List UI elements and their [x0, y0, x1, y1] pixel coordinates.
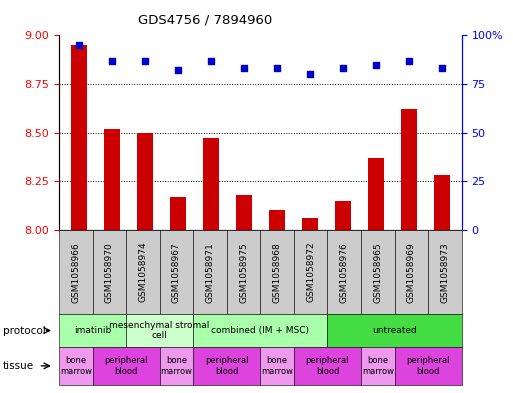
Text: peripheral
blood: peripheral blood — [406, 356, 450, 376]
Bar — [334, 201, 351, 230]
Bar — [203, 138, 219, 230]
Text: GSM1058968: GSM1058968 — [272, 242, 282, 303]
Text: peripheral
blood: peripheral blood — [306, 356, 349, 376]
Text: GSM1058971: GSM1058971 — [206, 242, 214, 303]
Point — [306, 71, 314, 77]
Text: GSM1058970: GSM1058970 — [105, 242, 114, 303]
Bar — [71, 45, 87, 230]
Text: GSM1058973: GSM1058973 — [441, 242, 449, 303]
Point — [174, 67, 182, 73]
Text: combined (IM + MSC): combined (IM + MSC) — [211, 326, 309, 335]
Point — [108, 57, 116, 64]
Point — [75, 42, 83, 48]
Text: imatinib: imatinib — [74, 326, 111, 335]
Text: GSM1058966: GSM1058966 — [71, 242, 80, 303]
Text: bone
marrow: bone marrow — [60, 356, 92, 376]
Point — [405, 57, 413, 64]
Text: GSM1058967: GSM1058967 — [172, 242, 181, 303]
Bar — [433, 175, 450, 230]
Text: bone
marrow: bone marrow — [261, 356, 293, 376]
Bar — [401, 109, 417, 230]
Point — [372, 61, 380, 68]
Text: tissue: tissue — [3, 361, 34, 371]
Text: untreated: untreated — [372, 326, 417, 335]
Text: bone
marrow: bone marrow — [161, 356, 192, 376]
Text: protocol: protocol — [3, 325, 45, 336]
Text: peripheral
blood: peripheral blood — [205, 356, 248, 376]
Text: mesenchymal stromal
cell: mesenchymal stromal cell — [109, 321, 210, 340]
Point — [273, 65, 281, 72]
Point — [207, 57, 215, 64]
Text: GSM1058965: GSM1058965 — [373, 242, 382, 303]
Bar — [170, 197, 186, 230]
Bar — [136, 132, 153, 230]
Bar — [235, 195, 252, 230]
Text: GDS4756 / 7894960: GDS4756 / 7894960 — [138, 14, 272, 27]
Point — [240, 65, 248, 72]
Text: GSM1058974: GSM1058974 — [139, 242, 147, 303]
Text: bone
marrow: bone marrow — [362, 356, 394, 376]
Bar — [368, 158, 384, 230]
Text: GSM1058972: GSM1058972 — [306, 242, 315, 303]
Point — [141, 57, 149, 64]
Text: peripheral
blood: peripheral blood — [104, 356, 148, 376]
Text: GSM1058969: GSM1058969 — [407, 242, 416, 303]
Text: GSM1058976: GSM1058976 — [340, 242, 349, 303]
Point — [438, 65, 446, 72]
Text: GSM1058975: GSM1058975 — [239, 242, 248, 303]
Bar — [302, 218, 318, 230]
Bar — [104, 129, 120, 230]
Point — [339, 65, 347, 72]
Bar — [269, 211, 285, 230]
